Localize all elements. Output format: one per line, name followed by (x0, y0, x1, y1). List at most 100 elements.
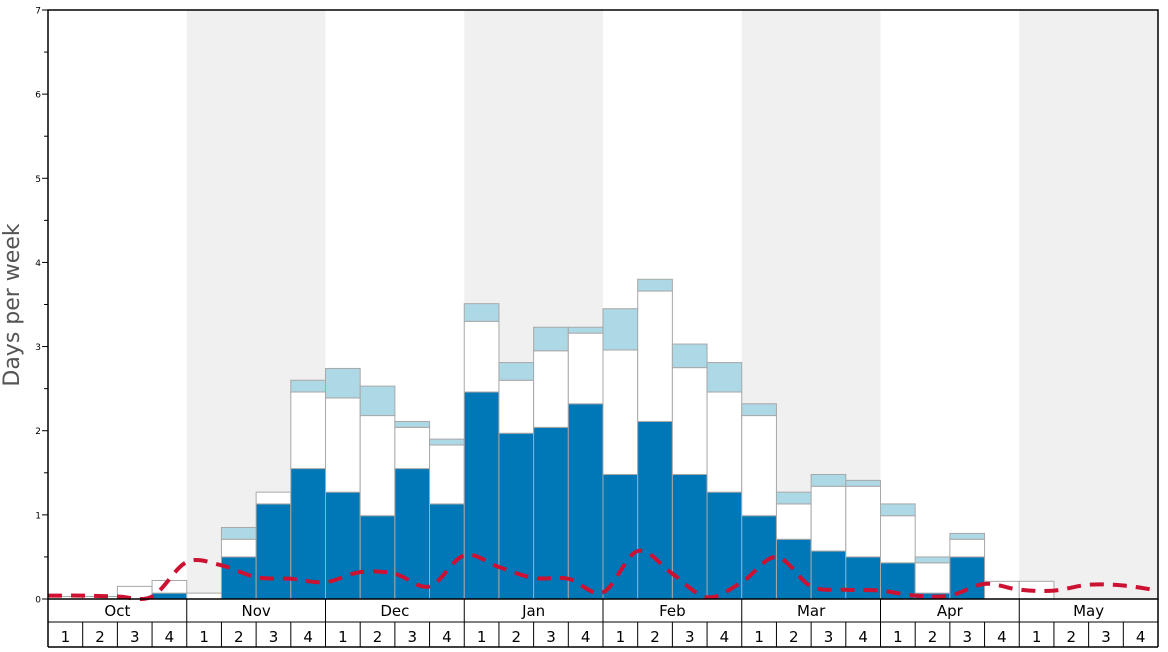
month-label-mar: Mar (797, 602, 826, 620)
bar-s3-w24 (845, 479, 881, 487)
bar-s3-w9 (325, 367, 361, 399)
week-label-jan-4: 4 (581, 628, 591, 646)
bar-s2-w16 (567, 332, 604, 405)
bar-s1-w16 (567, 403, 604, 600)
bar-s3-w26 (914, 556, 951, 564)
y-axis-label: Days per week (0, 223, 25, 386)
bar-s2-w14 (498, 379, 535, 434)
bar-s3-w13 (463, 303, 500, 322)
bar-s1-w17 (602, 473, 639, 600)
month-label-jan: Jan (521, 602, 545, 620)
bar-s3-w23 (810, 473, 847, 487)
month-label-oct: Oct (104, 602, 130, 620)
bar-s3-w11 (394, 420, 431, 428)
bar-s1-w19 (671, 473, 708, 600)
bar-s2-w24 (845, 485, 881, 558)
week-label-apr-4: 4 (997, 628, 1007, 646)
bar-s2-w21 (741, 415, 777, 517)
dashed-line (47, 548, 1159, 602)
week-label-nov-2: 2 (234, 628, 244, 646)
bar-s1-w12 (429, 503, 465, 600)
bar-s1-w15 (533, 426, 569, 600)
week-label-oct-1: 1 (61, 628, 71, 646)
week-label-mar-3: 3 (824, 628, 834, 646)
week-label-apr-2: 2 (928, 628, 938, 646)
bar-s2-w27 (949, 538, 986, 558)
week-label-oct-4: 4 (165, 628, 175, 646)
week-label-nov-3: 3 (269, 628, 279, 646)
y-tick-label-1: 1 (35, 511, 41, 521)
bar-s1-w22 (775, 538, 812, 600)
bar-s2-w6 (220, 538, 257, 558)
bar-s1-w11 (394, 468, 431, 600)
bar-s2-w11 (394, 426, 431, 470)
bar-s3-w22 (775, 491, 812, 505)
bar-s1-w20 (706, 491, 743, 600)
month-label-dec: Dec (380, 602, 409, 620)
week-label-dec-2: 2 (373, 628, 383, 646)
bar-s2-w4 (151, 579, 188, 594)
bar-s2-w23 (810, 485, 847, 552)
bar-s3-w18 (637, 278, 673, 292)
bar-s1-w18 (637, 420, 673, 600)
bar-s1-w23 (810, 550, 847, 600)
week-label-dec-1: 1 (338, 628, 348, 646)
bar-s3-w20 (706, 362, 743, 393)
bar-s2-w13 (463, 320, 500, 393)
y-tick-label-3: 3 (35, 343, 41, 353)
bar-s3-w27 (949, 532, 986, 540)
bar-s2-w7 (255, 491, 292, 505)
x-axis: Oct 1 2 3 4 Nov 1 2 3 4 Dec 1 2 3 4 Jan 1 2 3 4 Feb 1 2 3 4 Mar 1 2… (47, 599, 1159, 648)
bar-s1-w6 (220, 556, 257, 600)
dashed-line-layer (47, 548, 1159, 602)
bar-s1-w13 (463, 391, 500, 600)
y-tick-label-5: 5 (35, 175, 41, 185)
y-tick-label-0: 0 (35, 596, 41, 606)
bar-s2-w10 (359, 415, 396, 517)
bar-s2-w20 (706, 391, 743, 493)
week-label-may-3: 3 (1101, 628, 1111, 646)
bar-s2-w15 (533, 350, 569, 428)
week-label-may-2: 2 (1067, 628, 1077, 646)
week-label-feb-1: 1 (616, 628, 626, 646)
bar-s2-w18 (637, 290, 673, 422)
bar-s2-w8 (290, 391, 326, 470)
bar-s2-w22 (775, 503, 812, 540)
bar-s1-w4 (151, 592, 188, 600)
week-label-nov-4: 4 (303, 628, 313, 646)
y-tick-label-6: 6 (35, 91, 41, 101)
bar-s3-w21 (741, 403, 777, 417)
bar-s2-w26 (914, 562, 951, 594)
bar-s3-w10 (359, 385, 396, 417)
bar-s2-w9 (325, 397, 361, 493)
bar-s3-w6 (220, 526, 257, 540)
bar-s3-w25 (880, 503, 916, 517)
y-tick-label-2: 2 (35, 427, 41, 437)
bar-s2-w5 (186, 592, 222, 600)
bar-s2-w17 (602, 349, 639, 475)
month-label-apr: Apr (937, 602, 964, 620)
week-label-mar-4: 4 (858, 628, 868, 646)
month-label-feb: Feb (659, 602, 686, 620)
week-label-mar-2: 2 (789, 628, 799, 646)
month-shade-may (1019, 10, 1158, 599)
week-label-feb-4: 4 (720, 628, 730, 646)
week-label-oct-2: 2 (95, 628, 105, 646)
bar-s2-w25 (880, 515, 916, 564)
bar-s2-w12 (429, 444, 465, 505)
week-label-apr-1: 1 (893, 628, 903, 646)
bar-s1-w7 (255, 503, 292, 600)
bar-s3-w19 (671, 343, 708, 369)
week-label-may-1: 1 (1032, 628, 1042, 646)
month-label-nov: Nov (241, 602, 270, 620)
week-label-jan-2: 2 (512, 628, 522, 646)
month-label-may: May (1073, 602, 1104, 620)
week-label-apr-3: 3 (962, 628, 972, 646)
bar-s3-w16 (567, 326, 604, 334)
week-label-feb-3: 3 (685, 628, 695, 646)
bar-s3-w17 (602, 308, 639, 351)
y-tick-label-4: 4 (35, 259, 41, 269)
bar-s3-w8 (290, 379, 326, 393)
